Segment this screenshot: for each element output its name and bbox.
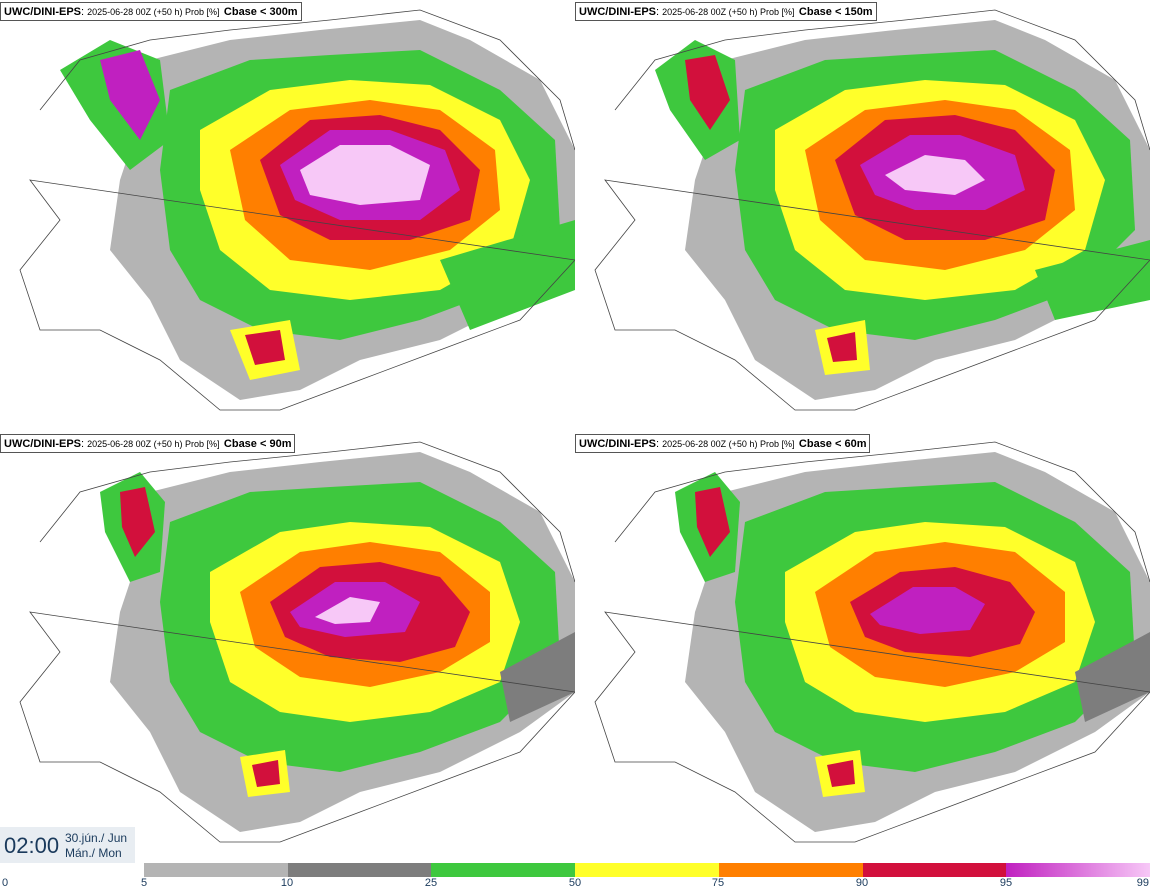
colorbar-tick: 5 [140,877,148,889]
variable-label: Cbase < 90m [223,438,292,450]
model-name: UWC/DINI-EPS [4,438,81,450]
model-name: UWC/DINI-EPS [579,438,656,450]
probability-map [19,9,575,411]
model-name: UWC/DINI-EPS [4,6,81,18]
probability-map [594,441,1150,843]
panel-title: UWC/DINI-EPS: 2025-06-28 00Z (+50 h) Pro… [0,434,296,453]
variable-label: Cbase < 300m [223,6,298,18]
colorbar-tick: 0 [2,877,9,889]
colorbar-tick: 99 [1136,877,1149,889]
coastline [594,441,1150,843]
colorbar-tick: 75 [711,877,725,889]
probability-map [19,441,575,843]
colorbar-segment-5-10 [144,863,288,877]
probability-fields [100,452,575,832]
panel-title: UWC/DINI-EPS: 2025-06-28 00Z (+50 h) Pro… [0,2,302,21]
colorbar-segment-90-95 [862,863,1007,877]
coastline [19,441,575,843]
colorbar-tick: 90 [855,877,869,889]
valid-date-line-1: 30.jún./ Jun [65,831,128,845]
probability-map [594,9,1150,411]
run-info: 2025-06-28 00Z (+50 h) Prob [%] [662,7,795,17]
probability-fields [675,452,1150,832]
colorbar-segment-25-50 [431,863,576,877]
probability-fields [655,20,1150,400]
probability-fields [60,20,575,400]
model-name: UWC/DINI-EPS [579,6,656,18]
colorbar-tick: 25 [424,877,438,889]
run-info: 2025-06-28 00Z (+50 h) Prob [%] [87,439,220,449]
map-panel-cbase-300m: UWC/DINI-EPS: 2025-06-28 00Z (+50 h) Pro… [0,0,575,432]
panel-title: UWC/DINI-EPS: 2025-06-28 00Z (+50 h) Pro… [575,2,877,21]
variable-label: Cbase < 150m [798,6,873,18]
colorbar-tick: 10 [280,877,294,889]
valid-time-clock: 02:00 [4,833,60,858]
colorbar-segment-50-75 [575,863,719,877]
colorbar-segment-10-25 [287,863,432,877]
colorbar-segment-75-90 [718,863,863,877]
map-panel-cbase-90m: UWC/DINI-EPS: 2025-06-28 00Z (+50 h) Pro… [0,432,575,864]
colorbar-ticks: 0 5 10 25 50 75 90 95 99 [0,877,1150,891]
coastline [19,9,575,411]
variable-label: Cbase < 60m [798,438,867,450]
valid-date-line-2: Mán./ Mon [65,846,122,860]
colorbar-tick: 50 [568,877,582,889]
run-info: 2025-06-28 00Z (+50 h) Prob [%] [87,7,220,17]
coastline [594,9,1150,411]
map-panel-cbase-150m: UWC/DINI-EPS: 2025-06-28 00Z (+50 h) Pro… [575,0,1150,432]
map-panel-cbase-60m: UWC/DINI-EPS: 2025-06-28 00Z (+50 h) Pro… [575,432,1150,864]
colorbar [144,863,1150,877]
valid-time-box: 02:00 30.jún./ Jun Mán./ Mon [0,827,135,863]
panel-title: UWC/DINI-EPS: 2025-06-28 00Z (+50 h) Pro… [575,434,871,453]
colorbar-tick: 95 [999,877,1013,889]
colorbar-segment-95-99 [1006,863,1150,877]
run-info: 2025-06-28 00Z (+50 h) Prob [%] [662,439,795,449]
